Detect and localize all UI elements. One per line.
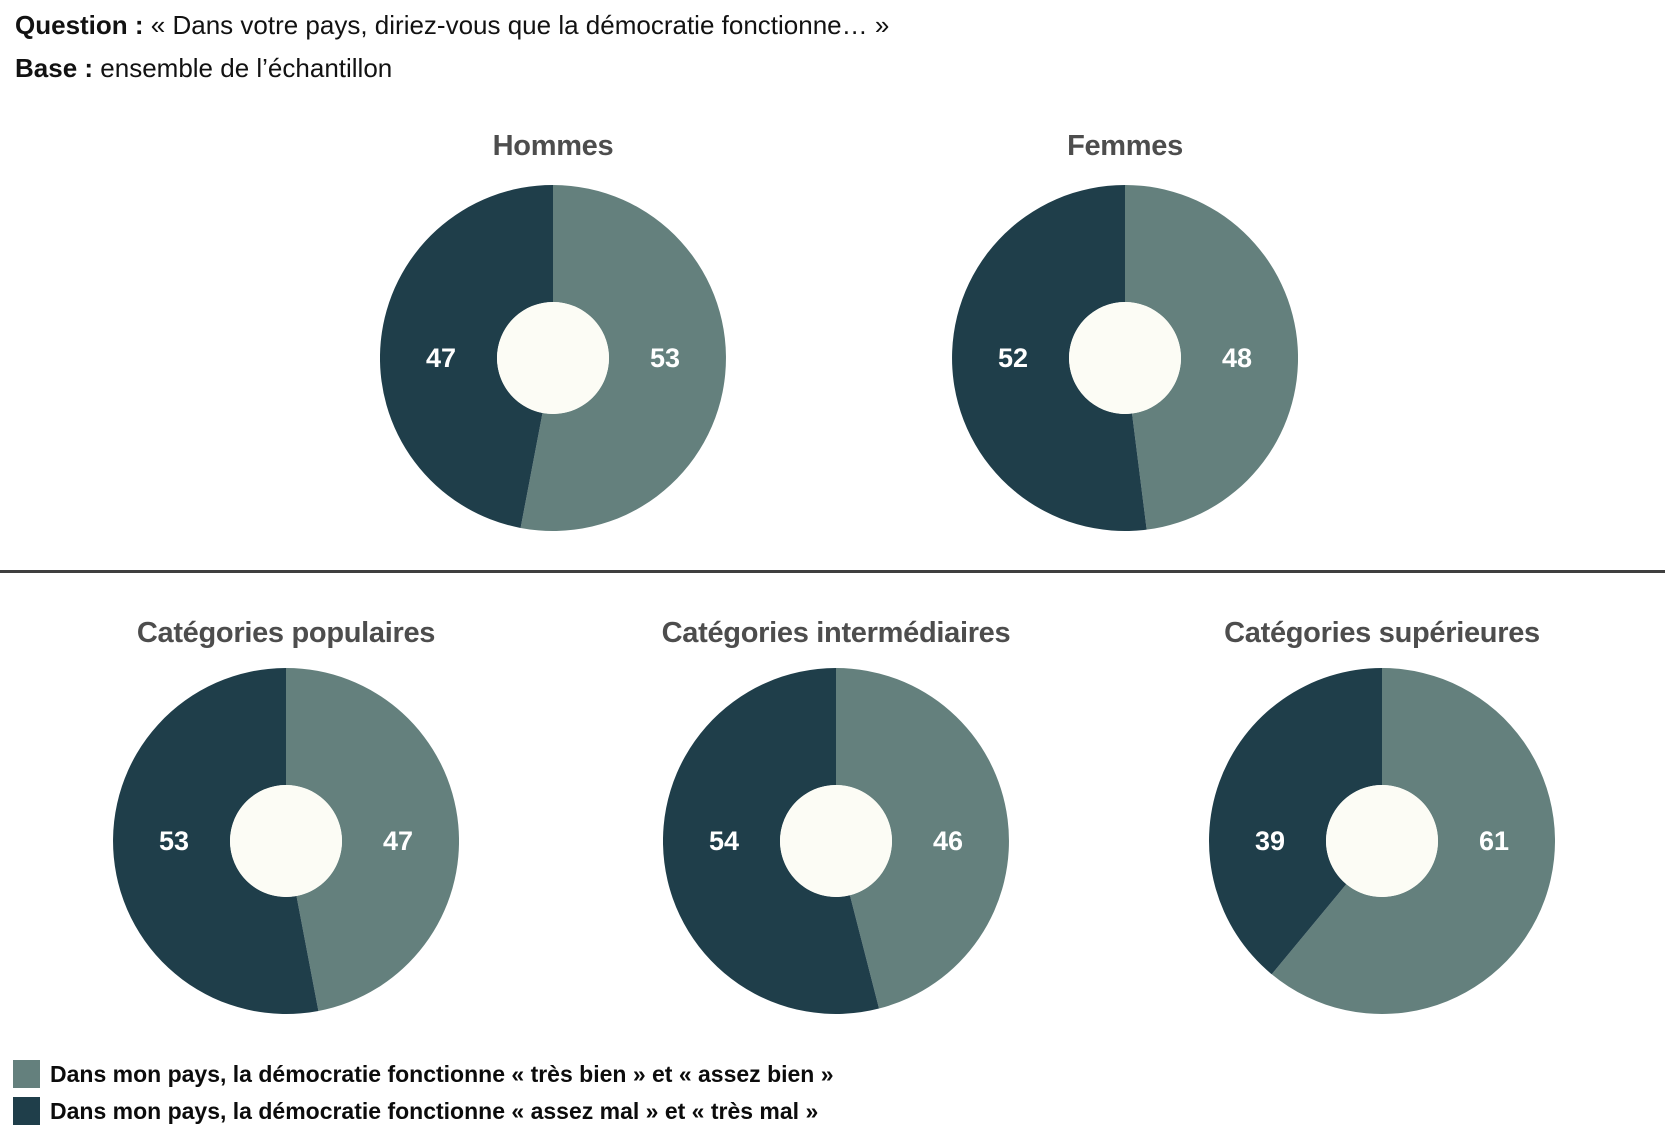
slice-mal [380,185,553,528]
slice-bien [1271,668,1555,1014]
value-label-mal: 39 [1255,826,1285,856]
legend-swatch-bien [13,1060,40,1088]
donut-hole [230,785,342,897]
donut-svg-categories-intermediaires: 54 46 [663,668,1009,1014]
chart-title-categories-superieures: Catégories supérieures [1224,617,1540,649]
chart-title-categories-populaires: Catégories populaires [136,617,436,649]
donut-chart-categories-populaires: Catégories populaires 53 47 [56,615,516,1014]
donut-svg-hommes: 47 53 [380,185,726,531]
slice-mal [952,185,1147,531]
value-label-mal: 53 [159,826,189,856]
legend-label-bien: Dans mon pays, la démocratie fonctionne … [50,1060,834,1087]
donut-svg-categories-superieures: 39 61 [1209,668,1555,1014]
slice-mal [663,668,880,1014]
donut-chart-categories-intermediaires: Catégories intermédiaires 54 46 [606,615,1066,1014]
slice-bien [1125,185,1298,530]
chart-title-hommes: Hommes [492,130,614,162]
value-label-bien: 46 [933,826,963,856]
donut-chart-femmes: Femmes 52 48 [895,128,1355,531]
donut-chart-hommes: Hommes 47 53 [323,128,783,531]
question-label: Question : [15,10,144,40]
donut-chart-categories-superieures: Catégories supérieures 39 61 [1152,615,1612,1014]
donut-svg-femmes: 52 48 [952,185,1298,531]
legend: Dans mon pays, la démocratie fonctionne … [13,1060,834,1131]
donut-hole [1326,785,1438,897]
value-label-bien: 53 [650,343,680,373]
donut-hole [1069,302,1181,414]
base-line: Base : ensemble de l’échantillon [15,47,889,90]
value-label-mal: 47 [426,343,456,373]
donut-hole [497,302,609,414]
value-label-bien: 61 [1479,826,1509,856]
chart-title-femmes: Femmes [1067,130,1183,162]
slice-bien [286,668,459,1011]
donut-svg-categories-populaires: 53 47 [113,668,459,1014]
slice-mal [113,668,319,1014]
question-line: Question : « Dans votre pays, diriez-vou… [15,4,889,47]
base-label: Base : [15,53,94,83]
header: Question : « Dans votre pays, diriez-vou… [15,4,889,90]
legend-item-mal: Dans mon pays, la démocratie fonctionne … [13,1097,834,1125]
donut-hole [780,785,892,897]
value-label-bien: 48 [1222,343,1252,373]
section-divider [0,570,1665,573]
base-text: ensemble de l’échantillon [100,53,393,83]
value-label-bien: 47 [383,826,413,856]
legend-item-bien: Dans mon pays, la démocratie fonctionne … [13,1060,834,1088]
chart-title-categories-intermediaires: Catégories intermédiaires [661,617,1011,649]
slice-mal [1209,668,1382,975]
slice-bien [520,185,726,531]
value-label-mal: 54 [709,826,739,856]
legend-swatch-mal [13,1097,40,1125]
slice-bien [836,668,1009,1009]
question-text: « Dans votre pays, diriez-vous que la dé… [150,10,890,40]
value-label-mal: 52 [998,343,1028,373]
legend-label-mal: Dans mon pays, la démocratie fonctionne … [50,1097,819,1124]
